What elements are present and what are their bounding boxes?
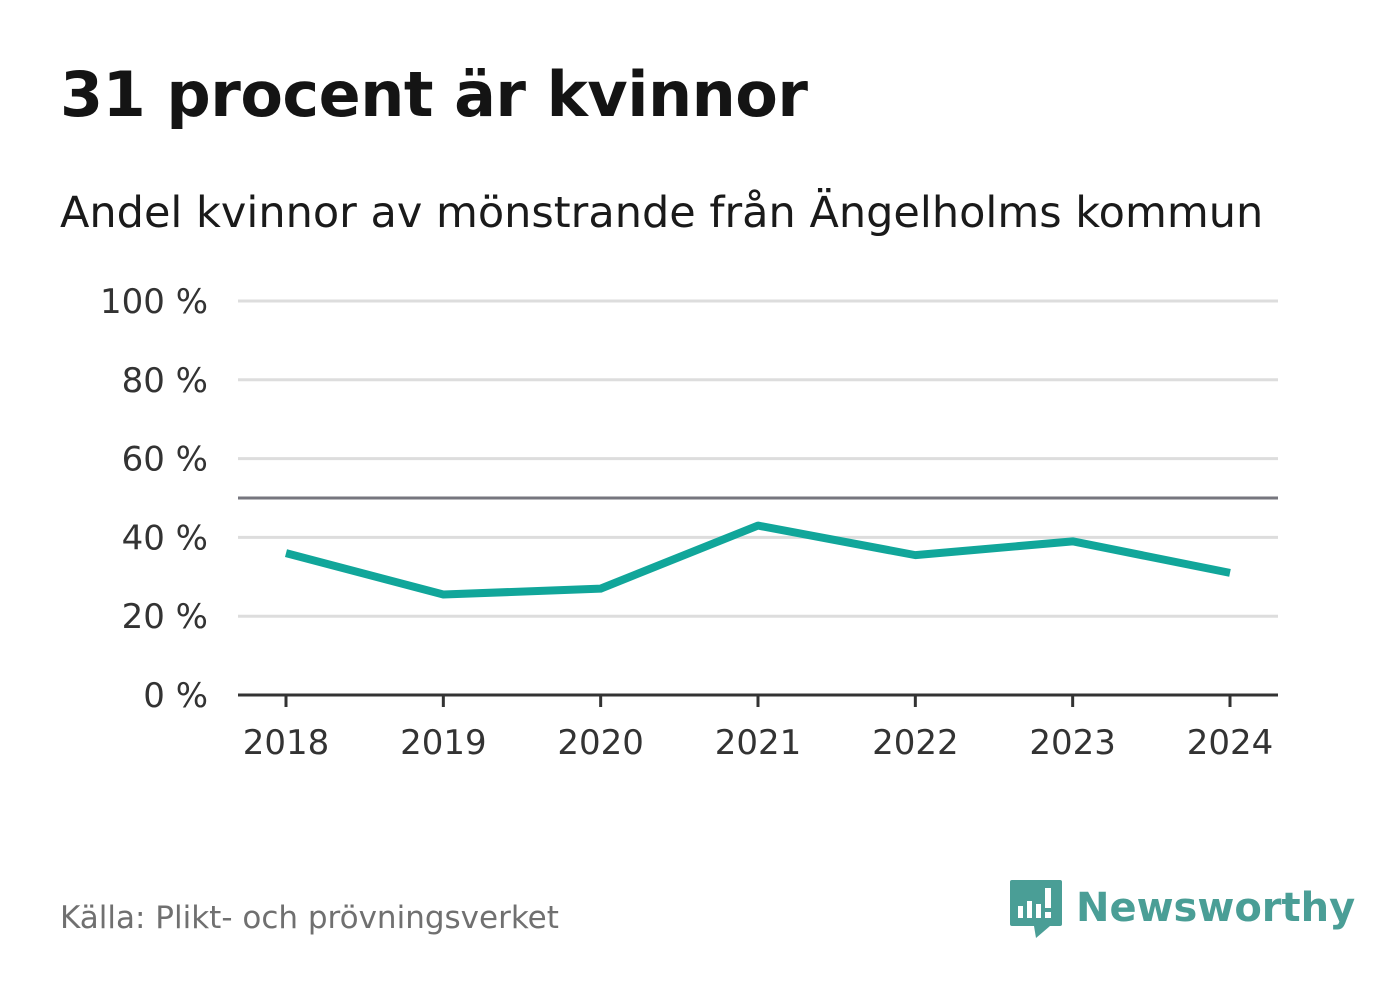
chart-subtitle: Andel kvinnor av mönstrande från Ängelho… <box>60 188 1264 238</box>
data-point <box>914 554 916 556</box>
y-tick-label: 80 % <box>122 361 208 401</box>
data-point <box>285 552 287 554</box>
data-point <box>1072 540 1074 542</box>
data-point <box>442 594 444 596</box>
data-point <box>1229 572 1231 574</box>
x-tick-label: 2020 <box>557 723 644 763</box>
x-tick-label: 2019 <box>400 723 487 763</box>
x-tick-label: 2021 <box>715 723 802 763</box>
x-tick-label: 2018 <box>243 723 330 763</box>
data-point <box>600 588 602 590</box>
data-point <box>757 525 759 527</box>
y-tick-label: 100 % <box>100 282 208 322</box>
series-line <box>284 521 1231 599</box>
y-tick-label: 20 % <box>122 597 208 637</box>
newsworthy-logo: Newsworthy <box>1010 876 1355 940</box>
brand-name: Newsworthy <box>1076 885 1356 931</box>
x-tick-label: 2022 <box>872 723 959 763</box>
x-tick-label: 2023 <box>1029 723 1116 763</box>
bar-chart-speech-bubble-icon <box>1010 880 1062 938</box>
chart-title: 31 procent är kvinnor <box>60 58 808 131</box>
x-tick-label: 2024 <box>1187 723 1274 763</box>
y-tick-label: 40 % <box>122 518 208 558</box>
source-note: Källa: Plikt- och prövningsverket <box>60 900 559 936</box>
y-tick-label: 0 % <box>143 676 208 716</box>
y-tick-label: 60 % <box>122 440 208 480</box>
